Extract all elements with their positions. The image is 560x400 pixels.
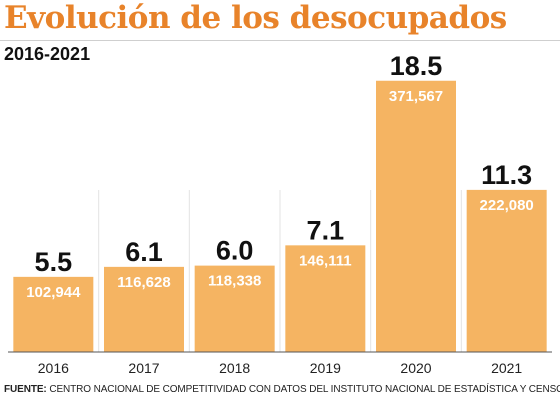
value-label: 118,338: [208, 273, 261, 290]
rate-label: 7.1: [307, 215, 345, 245]
x-tick-label: 2017: [128, 360, 159, 376]
value-label: 222,080: [480, 197, 534, 214]
source-text: CENTRO NACIONAL DE COMPETITIVIDAD CON DA…: [46, 384, 560, 395]
x-tick-label: 2018: [219, 360, 250, 376]
bar-2019: [285, 245, 366, 352]
bar-2016: [13, 276, 94, 352]
rate-label: 11.3: [481, 160, 532, 190]
rate-label: 6.0: [216, 236, 254, 266]
rate-label: 5.5: [35, 247, 73, 277]
x-tick-label: 2021: [491, 360, 522, 376]
value-label: 116,628: [117, 274, 170, 291]
bar-2021: [466, 189, 547, 352]
rate-label: 18.5: [390, 51, 443, 81]
chart-title: Evolución de los desocupados: [4, 0, 507, 36]
title-divider: [0, 40, 560, 41]
value-label: 146,111: [299, 252, 352, 269]
value-label: 371,567: [389, 88, 443, 105]
x-tick-label: 2020: [400, 360, 431, 376]
x-tick-label: 2019: [310, 360, 341, 376]
bar-chart: 102,944 5.5 2016 116,628 6.1 2017 118,338 6.0 20…: [8, 51, 552, 376]
source-note: FUENTE: CENTRO NACIONAL DE COMPETITIVIDA…: [4, 384, 560, 395]
source-label: FUENTE:: [4, 384, 47, 395]
bar-2020: [376, 80, 456, 352]
bar-2017: [104, 266, 184, 352]
x-tick-label: 2016: [38, 360, 69, 376]
value-label: 102,944: [26, 284, 81, 301]
bar-2018: [194, 265, 275, 352]
chart-subtitle: 2016-2021: [4, 44, 91, 64]
rate-label: 6.1: [125, 237, 163, 267]
